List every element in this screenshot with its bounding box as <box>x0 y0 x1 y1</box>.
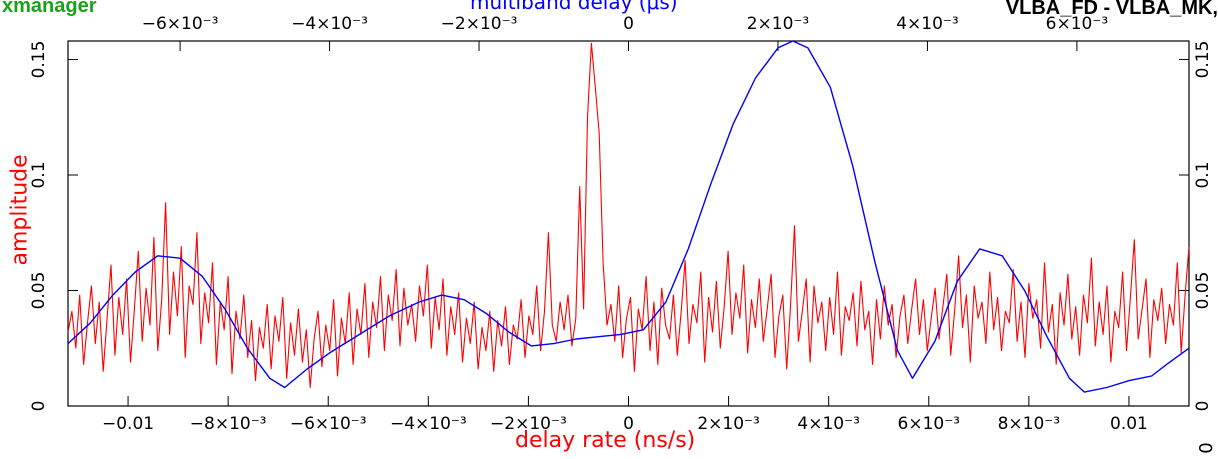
top-axis: −6×10⁻³ −4×10⁻³ −2×10⁻³ 0 2×10⁻³ 4×10⁻³ 6×10⁻³ <box>142 14 1108 51</box>
x-tick-label: 0 <box>623 414 634 434</box>
y-tick-label: 0.15 <box>29 41 49 79</box>
y-tick-label: 0.05 <box>29 272 49 310</box>
plot-frame <box>67 40 1190 407</box>
y-tick-label-right: 0 <box>1193 401 1213 412</box>
y-tick-label-right: 0.05 <box>1193 272 1213 310</box>
top-tick-label: −2×10⁻³ <box>441 14 518 34</box>
y-tick-label: 0 <box>29 401 49 412</box>
series-layer <box>67 40 1190 393</box>
top-tick-label: 2×10⁻³ <box>747 14 809 34</box>
x-tick-label: −8×10⁻³ <box>190 414 267 434</box>
x-tick-label: −0.01 <box>102 414 154 434</box>
x-tick-label: 8×10⁻³ <box>998 414 1060 434</box>
y-tick-label: 0.1 <box>29 161 49 188</box>
bottom-axis: −0.01 −8×10⁻³ −6×10⁻³ −4×10⁻³ −2×10⁻³ 0 2×10⁻³… <box>102 396 1148 434</box>
y-tick-label-right: 0.1 <box>1193 161 1213 188</box>
y-axis-label: amplitude <box>7 154 33 266</box>
x-tick-label: −2×10⁻³ <box>490 414 567 434</box>
x-tick-label: 2×10⁻³ <box>697 414 759 434</box>
top-tick-label: −4×10⁻³ <box>291 14 368 34</box>
x-tick-label: 0.01 <box>1110 414 1148 434</box>
x-axis-label: delay rate (ns/s) <box>515 428 696 453</box>
x-tick-label: −4×10⁻³ <box>390 414 467 434</box>
x-tick-label: 4×10⁻³ <box>797 414 859 434</box>
series-line-1 <box>67 40 1190 393</box>
x-tick-label: −6×10⁻³ <box>290 414 367 434</box>
top-tick-label: 4×10⁻³ <box>896 14 958 34</box>
x-tick-label: 6×10⁻³ <box>898 414 960 434</box>
y-tick-label-right: 0.15 <box>1193 41 1213 79</box>
top-tick-label: −6×10⁻³ <box>142 14 219 34</box>
app-title: xmanager <box>2 0 97 17</box>
top-axis-label: multiband delay (μs) <box>470 0 678 14</box>
baseline-title: VLBA_FD - VLBA_MK, <box>1005 0 1218 19</box>
top-tick-label: 0 <box>623 14 634 34</box>
left-axis: 0 0.05 0.1 0.15 <box>29 41 78 412</box>
series-line-0 <box>67 42 1190 389</box>
top-tick-label: 6×10⁻³ <box>1046 14 1108 34</box>
right-extra-label: 0 <box>1196 442 1217 453</box>
right-axis: 0 0.05 0.1 0.15 <box>1179 41 1213 412</box>
